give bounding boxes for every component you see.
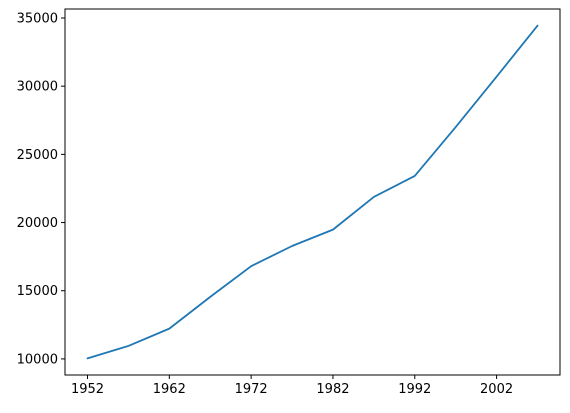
series-layer (86, 24, 539, 360)
plot-area-frame (64, 8, 561, 376)
y-tick-label-5: 35000 (17, 12, 58, 27)
y-axis-ticks: 10000 15000 20000 25000 30000 35000 (17, 12, 65, 367)
y-tick-label-4: 30000 (17, 80, 58, 95)
series-line-0 (86, 24, 539, 360)
x-tick-label-5: 2002 (480, 382, 513, 397)
x-tick-label-4: 1992 (398, 382, 431, 397)
y-tick-label-3: 25000 (17, 148, 58, 163)
x-axis-ticks: 1952 1962 1972 1982 1992 2002 (71, 375, 513, 397)
x-tick-label-2: 1972 (235, 382, 268, 397)
y-tick-label-1: 15000 (17, 284, 58, 299)
x-tick-label-3: 1982 (316, 382, 349, 397)
y-tick-label-0: 10000 (17, 352, 58, 367)
x-tick-label-1: 1962 (153, 382, 186, 397)
x-tick-label-0: 1952 (71, 382, 104, 397)
y-tick-label-2: 20000 (17, 216, 58, 231)
